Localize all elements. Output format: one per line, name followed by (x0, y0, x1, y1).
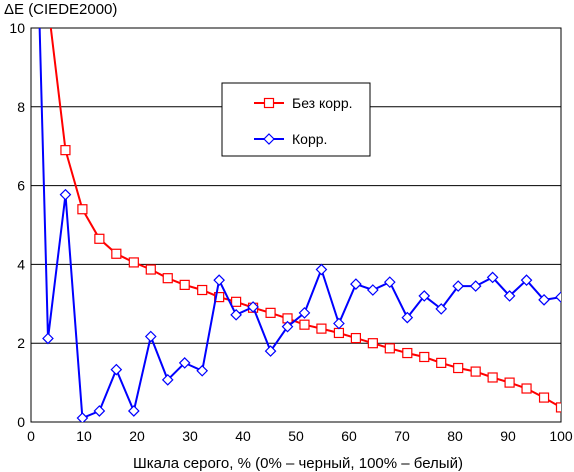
legend-marker-korr (263, 133, 275, 145)
data-point (538, 392, 550, 403)
y-tick-label: 6 (17, 178, 25, 194)
x-tick-label: 50 (288, 428, 304, 444)
data-point (487, 372, 498, 383)
data-point (197, 284, 208, 296)
x-tick-label: 0 (27, 428, 35, 444)
data-point (110, 363, 123, 376)
data-point (452, 280, 465, 292)
data-point (538, 294, 550, 306)
x-axis-tick-labels: 0 10 20 30 40 50 60 70 80 90 100 (27, 428, 573, 444)
legend-marker-bez-korr (263, 97, 275, 109)
data-point (265, 307, 276, 318)
data-point (520, 274, 533, 287)
data-point (144, 330, 157, 343)
y-tick-label: 10 (9, 20, 25, 36)
data-point (486, 271, 499, 284)
y-tick-label: 2 (17, 335, 25, 351)
data-point (93, 405, 106, 417)
data-point (435, 303, 448, 315)
data-point (76, 412, 89, 422)
data-point (383, 276, 396, 288)
series-layer (38, 28, 561, 422)
data-point (350, 332, 361, 344)
data-point (162, 273, 173, 284)
data-point (298, 307, 311, 319)
data-point (161, 373, 174, 386)
data-point (213, 274, 225, 287)
x-tick-label: 30 (182, 428, 198, 444)
data-point (453, 362, 464, 374)
data-point (504, 377, 515, 388)
x-tick-label: 60 (341, 428, 357, 444)
y-axis-title: ΔE (CIEDE2000) (4, 1, 117, 18)
legend: Без корр. Корр. (221, 82, 371, 157)
data-point (350, 278, 362, 290)
data-point (264, 345, 277, 357)
data-point (469, 280, 482, 292)
data-point (521, 383, 532, 394)
data-point (247, 301, 259, 313)
x-tick-label: 90 (500, 428, 516, 444)
data-point (299, 319, 310, 330)
data-point (315, 263, 328, 276)
x-tick-label: 40 (235, 428, 251, 444)
data-point (230, 308, 242, 321)
x-tick-label: 10 (76, 428, 92, 444)
data-point (231, 296, 242, 307)
data-point (127, 405, 140, 417)
data-point (77, 204, 88, 215)
data-point (333, 327, 345, 339)
data-point (60, 145, 71, 156)
data-point (179, 279, 190, 290)
legend-label-korr: Корр. (292, 131, 327, 147)
legend-box (221, 82, 371, 157)
data-point (145, 264, 156, 275)
y-axis-tick-labels: 0 2 4 6 8 10 (9, 20, 25, 430)
data-point (419, 351, 430, 363)
data-point (94, 233, 105, 244)
data-point (367, 338, 378, 349)
x-tick-label: 20 (129, 428, 145, 444)
data-point (436, 357, 447, 368)
data-point (367, 284, 379, 296)
y-tick-label: 0 (17, 414, 25, 430)
data-point (555, 291, 561, 303)
data-point (128, 257, 139, 268)
y-tick-label: 8 (17, 99, 25, 115)
x-axis-title: Шкала серого, % (0% – черный, 100% – бел… (133, 455, 463, 472)
data-point (418, 290, 431, 302)
x-tick-label: 80 (447, 428, 463, 444)
data-point (111, 248, 122, 259)
series-1 (49, 28, 561, 413)
data-point (178, 357, 191, 369)
data-point (503, 290, 516, 302)
data-point (59, 188, 72, 201)
x-tick-label: 70 (394, 428, 410, 444)
data-point (42, 332, 54, 345)
data-point (196, 364, 209, 377)
plot-area-frame (30, 27, 562, 423)
data-point (402, 347, 413, 359)
x-tick-label: 100 (549, 428, 573, 444)
data-point (281, 320, 294, 333)
data-point (384, 343, 395, 354)
data-point (555, 402, 561, 413)
data-point (470, 366, 481, 377)
legend-label-bez-korr: Без корр. (292, 95, 353, 111)
data-point (401, 311, 414, 324)
series-2 (38, 28, 561, 422)
data-point (214, 292, 225, 303)
data-point (316, 323, 327, 334)
y-tick-label: 4 (17, 256, 25, 272)
data-point (333, 317, 345, 330)
